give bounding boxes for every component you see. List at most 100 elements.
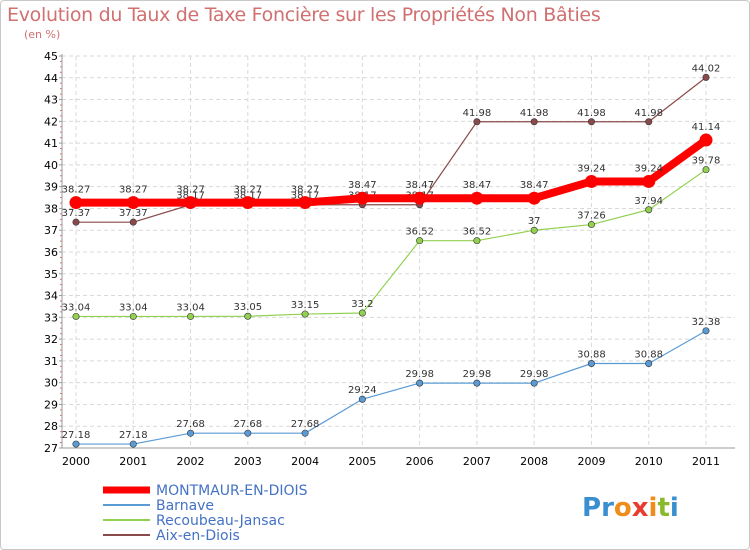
data-label: 41.98	[634, 108, 663, 119]
y-tick-label: 39	[44, 181, 58, 194]
series-line	[76, 76, 707, 223]
data-label: 33.04	[176, 302, 205, 313]
data-point	[301, 310, 309, 318]
y-tick-label: 40	[44, 159, 58, 172]
y-tick-label: 28	[44, 420, 58, 433]
grid	[62, 55, 735, 449]
data-point	[244, 312, 252, 320]
data-point	[416, 379, 424, 387]
y-tick-label: 44	[44, 72, 58, 85]
data-point	[473, 379, 481, 387]
y-tick-label: 31	[44, 355, 58, 368]
logo-letter: i	[670, 493, 679, 523]
data-point	[187, 429, 195, 437]
y-tick-label: 33	[44, 311, 58, 324]
data-point	[413, 191, 427, 205]
data-label: 37.37	[119, 208, 148, 219]
data-label: 39.24	[634, 163, 663, 174]
data-point	[129, 440, 137, 448]
y-tick-label: 30	[44, 377, 58, 390]
data-point	[702, 73, 710, 81]
y-tick-label: 42	[44, 115, 58, 128]
data-label: 27.68	[176, 419, 205, 430]
data-label: 33.2	[351, 299, 373, 310]
data-point	[702, 166, 710, 174]
data-label: 33.15	[291, 300, 320, 311]
x-tick-label: 2002	[177, 455, 205, 468]
x-tick-label: 2011	[692, 455, 720, 468]
y-tick-label: 37	[44, 224, 58, 237]
data-point	[645, 360, 653, 368]
data-label: 33.04	[119, 302, 148, 313]
y-tick-label: 43	[44, 94, 58, 107]
data-point	[587, 360, 595, 368]
data-point	[530, 118, 538, 126]
series-layer: 37.3737.3738.1738.1738.1738.1738.1741.98…	[62, 63, 721, 448]
data-label: 37.26	[577, 211, 606, 222]
data-point	[129, 312, 137, 320]
data-label: 38.27	[291, 185, 320, 196]
logo-letter: t	[657, 493, 669, 523]
data-point	[72, 440, 80, 448]
data-label: 29.98	[405, 369, 434, 380]
proxiti-logo: Proxiti	[582, 493, 679, 523]
data-point	[587, 221, 595, 229]
data-point	[244, 429, 252, 437]
data-label: 33.04	[62, 302, 91, 313]
logo-letter: x	[632, 493, 649, 523]
data-point	[584, 174, 598, 188]
legend: MONTMAUR-EN-DIOISBarnaveRecoubeau-Jansac…	[103, 483, 308, 544]
y-tick-label: 29	[44, 398, 58, 411]
data-label: 29.98	[463, 369, 492, 380]
data-point	[126, 196, 140, 210]
data-label: 37.37	[62, 208, 91, 219]
data-point	[530, 379, 538, 387]
x-tick-label: 2007	[463, 455, 491, 468]
data-point	[702, 327, 710, 335]
data-label: 38.47	[520, 180, 549, 191]
x-tick-label: 2005	[348, 455, 376, 468]
y-tick-label: 32	[44, 333, 58, 346]
data-label: 27.18	[119, 430, 148, 441]
data-label: 38.27	[119, 185, 148, 196]
legend-label: MONTMAUR-EN-DIOIS	[156, 483, 308, 499]
data-point	[416, 237, 424, 245]
data-label: 37	[528, 216, 541, 227]
data-point	[587, 118, 595, 126]
data-label: 29.98	[520, 369, 549, 380]
data-label: 38.47	[348, 180, 377, 191]
data-label: 41.98	[577, 108, 606, 119]
data-point	[645, 206, 653, 214]
series-line	[76, 136, 709, 207]
data-label: 39.24	[577, 163, 606, 174]
chart-title: Evolution du Taux de Taxe Foncière sur l…	[7, 4, 601, 26]
series-montmaur: 38.27 38.27 38.27 38.27 38.27 38.47 38.47 38.47…	[62, 122, 720, 210]
data-label: 36.52	[405, 227, 434, 238]
legend-item: MONTMAUR-EN-DIOIS	[103, 483, 308, 499]
x-tick-label: 2009	[577, 455, 605, 468]
data-label: 27.68	[233, 419, 262, 430]
data-point	[301, 429, 309, 437]
data-point	[470, 191, 484, 205]
logo-letter: r	[601, 493, 614, 523]
data-point	[72, 312, 80, 320]
data-label: 30.88	[634, 350, 663, 361]
logo-letter: i	[649, 493, 658, 523]
y-tick-label: 34	[44, 290, 58, 303]
data-label: 38.47	[463, 180, 492, 191]
legend-item: Aix-en-Diois	[103, 528, 240, 544]
data-point	[355, 191, 369, 205]
y-tick-label: 27	[44, 442, 58, 455]
data-label: 36.52	[463, 227, 492, 238]
x-tick-label: 2010	[635, 455, 663, 468]
data-label: 27.18	[62, 430, 91, 441]
data-point	[129, 218, 137, 226]
series-barnave: 27.18 27.18 27.68 27.68 27.68 29.24 29.98 29.98…	[62, 317, 720, 448]
data-label: 41.98	[520, 108, 549, 119]
x-tick-label: 2008	[520, 455, 548, 468]
data-label: 39.78	[692, 156, 721, 167]
x-tick-label: 2004	[291, 455, 319, 468]
y-tick-label: 38	[44, 202, 58, 215]
series-line	[76, 169, 707, 318]
